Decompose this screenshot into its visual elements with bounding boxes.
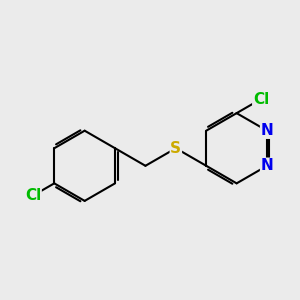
Text: N: N: [261, 158, 273, 173]
Text: S: S: [170, 141, 181, 156]
Text: Cl: Cl: [253, 92, 269, 106]
Text: N: N: [261, 123, 273, 138]
Text: Cl: Cl: [25, 188, 41, 203]
